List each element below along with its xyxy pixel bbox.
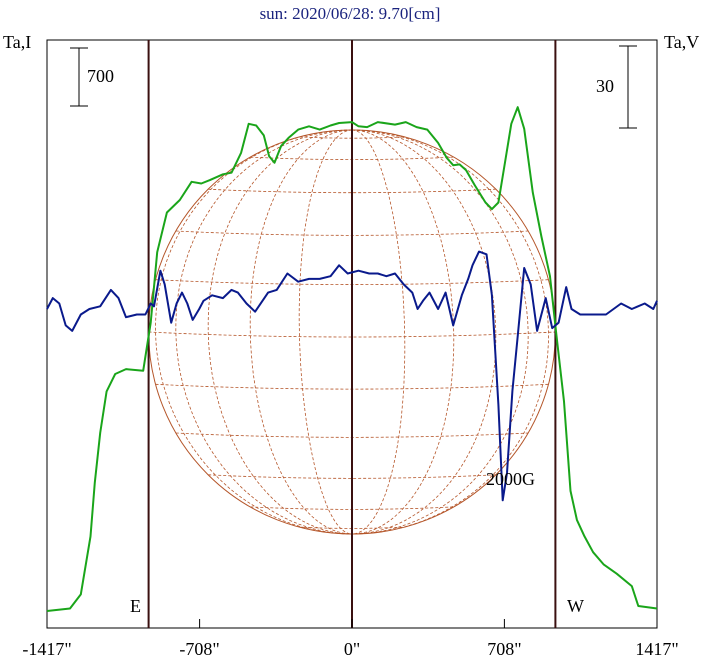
x-tick-label: -1417" — [22, 639, 71, 659]
disk-meridian — [351, 129, 455, 535]
disk-meridian — [249, 129, 353, 535]
east-limb-label: E — [130, 596, 141, 616]
x-tick-label: 1417" — [635, 639, 678, 659]
disk-meridian — [298, 129, 353, 535]
disk-meridian — [175, 129, 353, 535]
series-layer — [46, 106, 658, 612]
disk-meridian — [351, 129, 497, 535]
left-axis-label: Ta,I — [3, 32, 31, 52]
disk-meridian — [351, 129, 406, 535]
disk-parallel — [208, 474, 496, 479]
scale-bar-right-label: 30 — [596, 76, 614, 96]
series-line-polarization — [46, 250, 658, 502]
scale-bar-left-label: 700 — [87, 66, 114, 86]
x-tick-label: 708" — [487, 639, 521, 659]
disk-meridian — [351, 129, 529, 535]
x-tick-label: -708" — [179, 639, 219, 659]
disk-parallel — [148, 331, 556, 338]
field-strength-annotation: 2000G — [486, 469, 535, 489]
disk-parallel — [208, 188, 496, 194]
chart-title: sun: 2020/06/28: 9.70[cm] — [260, 4, 441, 23]
series-line-intensity — [46, 106, 658, 612]
right-axis-label: Ta,V — [664, 32, 699, 52]
scale-bar-left — [70, 47, 88, 107]
scale-bar-right — [619, 45, 637, 129]
x-axis-ticks: -1417" -708" 0" 708" 1417" — [22, 619, 679, 659]
west-limb-label: W — [567, 596, 584, 616]
disk-meridian — [207, 129, 353, 535]
x-tick-label: 0" — [344, 639, 360, 659]
